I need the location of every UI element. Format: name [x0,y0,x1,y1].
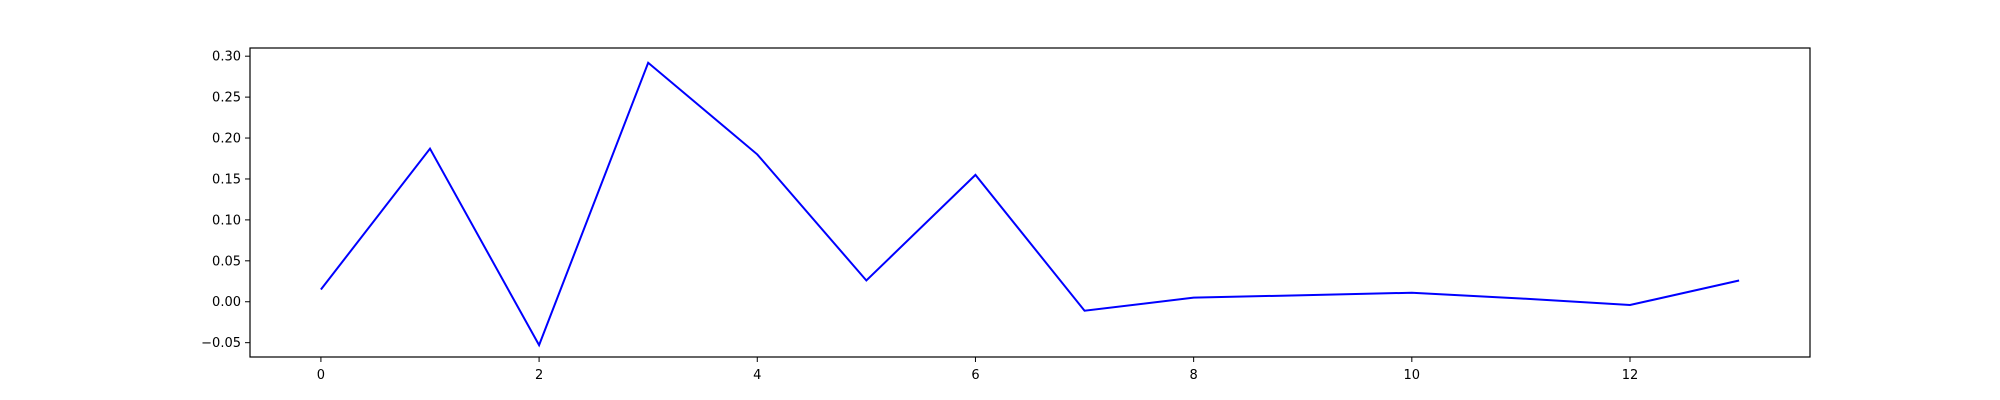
x-tick-label-0: 0 [317,368,325,383]
series-line-0 [320,61,1740,348]
plot-frame [249,47,1811,358]
y-tick-label-4: 0.15 [212,172,241,187]
y-tick-label-3: 0.10 [212,213,241,228]
x-tick-label-1: 2 [535,368,543,383]
y-tick-label-0: −0.05 [201,336,241,351]
x-tick-label-6: 12 [1622,368,1639,383]
axes: 0 2 4 6 8 10 12 −0.05 0.00 0.05 0.10 0.15 0.20 0.25 0.… [201,47,1811,383]
x-tick-label-2: 4 [753,368,761,383]
y-tick-label-1: 0.00 [212,295,241,310]
x-tick-label-4: 8 [1189,368,1197,383]
x-tick-label-3: 6 [971,368,979,383]
y-tick-label-2: 0.05 [212,254,241,269]
y-tick-label-7: 0.30 [212,50,241,65]
y-tick-label-6: 0.25 [212,91,241,106]
y-tick-label-5: 0.20 [212,132,241,147]
x-tick-label-5: 10 [1404,368,1421,383]
